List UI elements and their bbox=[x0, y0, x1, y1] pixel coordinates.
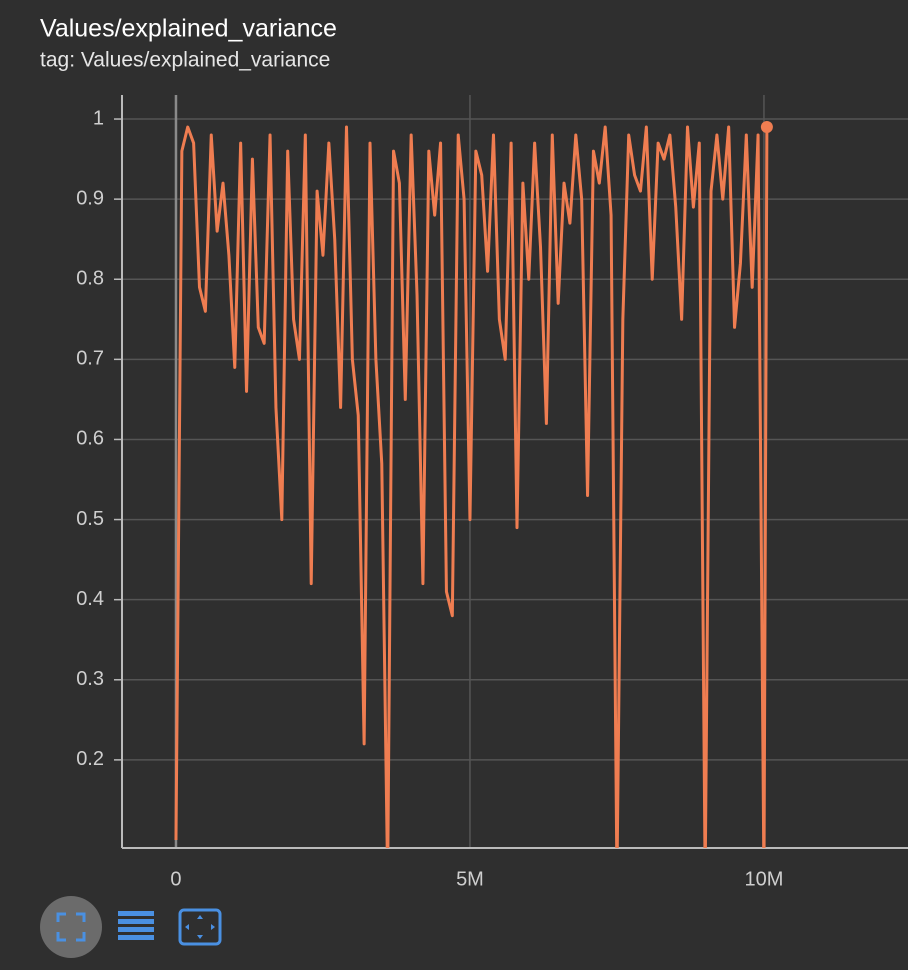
x-tick-label: 0 bbox=[170, 868, 181, 890]
legend-toggle[interactable] bbox=[118, 911, 154, 940]
y-tick-label: 0.9 bbox=[76, 187, 104, 209]
x-tick-label: 10M bbox=[744, 868, 783, 890]
data-line bbox=[174, 125, 769, 848]
plot: 0.2 0.3 0.4 0.5 0.6 0.7 0.8 0.9 1 0 5M 10M bbox=[76, 95, 908, 890]
chart-title: Values/explained_variance bbox=[40, 15, 337, 43]
y-tick-label: 0.6 bbox=[76, 428, 104, 450]
x-tick-label: 5M bbox=[456, 868, 484, 890]
y-tick-label: 0.2 bbox=[76, 748, 104, 770]
chart-subtitle: tag: Values/explained_variance bbox=[40, 49, 330, 72]
end-point bbox=[760, 121, 773, 134]
toolbar bbox=[40, 896, 222, 958]
y-tick-label: 0.8 bbox=[76, 268, 104, 290]
y-tick-label: 1 bbox=[93, 107, 104, 129]
y-tick-label: 0.4 bbox=[76, 588, 104, 610]
fullscreen-icon bbox=[56, 912, 86, 942]
fullscreen-button[interactable] bbox=[40, 896, 102, 958]
y-tick-label: 0.3 bbox=[76, 668, 104, 690]
fit-domain-button[interactable] bbox=[178, 908, 222, 946]
y-tick-label: 0.5 bbox=[76, 508, 104, 530]
y-tick-label: 0.7 bbox=[76, 348, 104, 370]
